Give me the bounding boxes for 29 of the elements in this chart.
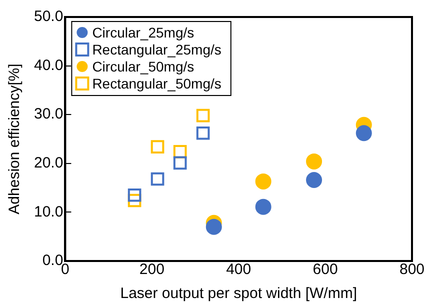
y-tick-label: 20.0: [34, 154, 64, 172]
x-tick-label: 200: [139, 261, 164, 278]
x-tick-label: 400: [226, 261, 252, 278]
point: [206, 218, 222, 235]
point: [173, 156, 187, 170]
point: [128, 194, 142, 208]
point: [196, 108, 210, 122]
y-tick-label: 10.0: [34, 203, 64, 220]
x-tick-label: 0: [61, 261, 70, 278]
x-axis-title: Laser output per spot width [W/mm]: [120, 285, 357, 302]
point: [306, 172, 322, 188]
y-tick-label: 40.0: [34, 56, 64, 74]
y-tick-label: 30.0: [34, 106, 64, 123]
y-tick-label: 50.0: [34, 8, 64, 26]
point: [306, 153, 322, 170]
legend-label: Rectangular_25mg/s: [92, 41, 222, 58]
legend-label: Rectangular_50mg/s: [92, 75, 222, 92]
point: [128, 188, 142, 202]
point: [255, 198, 272, 215]
legend-label: Circular_25mg/s: [92, 24, 194, 40]
point: [255, 173, 272, 190]
x-tick-label: 600: [312, 261, 338, 278]
y-axis-title: Adhesion efficiency[%]: [6, 64, 24, 214]
point: [150, 140, 164, 154]
point: [150, 172, 164, 186]
x-tick-label: 800: [399, 261, 425, 278]
point: [356, 125, 372, 142]
legend-label: Circular_50mg/s: [92, 58, 194, 74]
point: [196, 126, 210, 140]
